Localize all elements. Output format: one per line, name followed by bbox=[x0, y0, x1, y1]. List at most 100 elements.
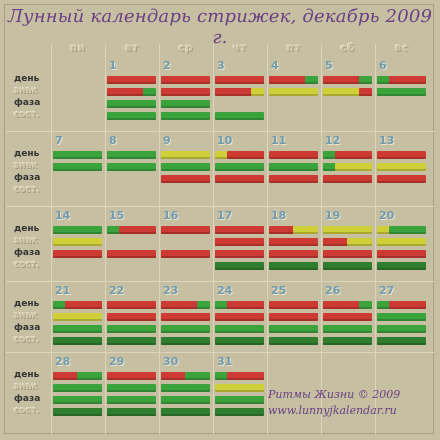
indicator-bar-state bbox=[161, 337, 210, 345]
indicator-bar-day bbox=[251, 151, 264, 159]
indicator-bar-sign bbox=[161, 163, 210, 171]
indicator-bar-sign bbox=[377, 238, 426, 246]
indicator-bar-sign bbox=[269, 88, 318, 96]
indicator-bar-sign bbox=[161, 384, 210, 392]
grid-vline bbox=[321, 44, 322, 434]
indicator-bar-sign bbox=[53, 238, 102, 246]
day-number-19[interactable]: 19 bbox=[325, 209, 341, 222]
indicator-bar-state bbox=[215, 408, 264, 416]
indicator-bar-sign bbox=[53, 163, 102, 171]
indicator-bar-sign bbox=[227, 88, 240, 96]
indicator-bar-sign bbox=[215, 313, 264, 321]
indicator-bar-day bbox=[131, 226, 144, 234]
row-label-day: день bbox=[14, 149, 40, 159]
day-number-28[interactable]: 28 bbox=[55, 355, 71, 368]
day-number-10[interactable]: 10 bbox=[217, 134, 233, 147]
indicator-bar-sign bbox=[215, 163, 264, 171]
day-number-31[interactable]: 31 bbox=[217, 355, 233, 368]
day-number-29[interactable]: 29 bbox=[109, 355, 125, 368]
indicator-bar-sign bbox=[107, 313, 156, 321]
day-number-14[interactable]: 14 bbox=[55, 209, 71, 222]
indicator-bar-day bbox=[65, 301, 78, 309]
indicator-bar-sign bbox=[119, 88, 132, 96]
day-number-16[interactable]: 16 bbox=[163, 209, 179, 222]
indicator-bar-day bbox=[107, 372, 156, 380]
indicator-bar-phase bbox=[377, 175, 426, 183]
indicator-bar-sign bbox=[377, 313, 426, 321]
indicator-bar-phase bbox=[269, 175, 318, 183]
row-label-state: сост. bbox=[14, 185, 40, 195]
day-number-3[interactable]: 3 bbox=[217, 59, 225, 72]
indicator-bar-day bbox=[143, 226, 156, 234]
indicator-bar-sign bbox=[269, 238, 318, 246]
day-number-2[interactable]: 2 bbox=[163, 59, 171, 72]
indicator-bar-day bbox=[359, 76, 372, 84]
day-number-23[interactable]: 23 bbox=[163, 284, 179, 297]
day-number-17[interactable]: 17 bbox=[217, 209, 233, 222]
indicator-bar-day bbox=[269, 76, 282, 84]
indicator-bar-day bbox=[335, 301, 348, 309]
day-number-13[interactable]: 13 bbox=[379, 134, 395, 147]
day-number-6[interactable]: 6 bbox=[379, 59, 387, 72]
day-number-20[interactable]: 20 bbox=[379, 209, 395, 222]
indicator-bar-day bbox=[215, 151, 228, 159]
day-number-18[interactable]: 18 bbox=[271, 209, 287, 222]
day-number-21[interactable]: 21 bbox=[55, 284, 71, 297]
indicator-bar-day bbox=[377, 76, 390, 84]
day-number-4[interactable]: 4 bbox=[271, 59, 279, 72]
indicator-bar-day bbox=[293, 76, 306, 84]
day-number-27[interactable]: 27 bbox=[379, 284, 395, 297]
indicator-bar-phase bbox=[323, 250, 372, 258]
indicator-bar-day bbox=[269, 301, 318, 309]
day-number-8[interactable]: 8 bbox=[109, 134, 117, 147]
indicator-bar-state bbox=[323, 262, 372, 270]
day-number-22[interactable]: 22 bbox=[109, 284, 125, 297]
day-number-30[interactable]: 30 bbox=[163, 355, 179, 368]
indicator-bar-sign bbox=[215, 88, 228, 96]
indicator-bar-day bbox=[359, 151, 372, 159]
indicator-bar-state bbox=[215, 337, 264, 345]
day-number-7[interactable]: 7 bbox=[55, 134, 63, 147]
indicator-bar-sign bbox=[131, 88, 144, 96]
indicator-bar-day bbox=[185, 372, 198, 380]
day-number-11[interactable]: 11 bbox=[271, 134, 287, 147]
indicator-bar-day bbox=[413, 301, 426, 309]
indicator-bar-phase bbox=[53, 396, 102, 404]
row-label-sign: знак bbox=[14, 311, 38, 321]
indicator-bar-state bbox=[269, 262, 318, 270]
day-number-12[interactable]: 12 bbox=[325, 134, 341, 147]
indicator-bar-day bbox=[53, 372, 66, 380]
indicator-bar-sign bbox=[323, 88, 336, 96]
indicator-bar-day bbox=[89, 301, 102, 309]
indicator-bar-day bbox=[389, 301, 402, 309]
indicator-bar-day bbox=[401, 226, 414, 234]
weekday-header-thu: чт bbox=[232, 43, 248, 54]
credit-website[interactable]: www.lunnyjkalendar.ru bbox=[268, 404, 397, 417]
day-number-9[interactable]: 9 bbox=[163, 134, 171, 147]
weekday-header-sun: вс bbox=[394, 43, 410, 54]
indicator-bar-day bbox=[215, 226, 264, 234]
day-number-5[interactable]: 5 bbox=[325, 59, 333, 72]
day-number-25[interactable]: 25 bbox=[271, 284, 287, 297]
indicator-bar-day bbox=[53, 151, 102, 159]
indicator-bar-state bbox=[215, 112, 264, 120]
indicator-bar-day bbox=[161, 372, 174, 380]
indicator-bar-day bbox=[77, 372, 90, 380]
day-number-15[interactable]: 15 bbox=[109, 209, 125, 222]
day-number-1[interactable]: 1 bbox=[109, 59, 117, 72]
calendar-title: Лунный календарь стрижек, декабрь 2009 г… bbox=[7, 6, 433, 48]
indicator-bar-sign bbox=[107, 88, 120, 96]
indicator-bar-sign bbox=[107, 163, 156, 171]
day-number-26[interactable]: 26 bbox=[325, 284, 341, 297]
indicator-bar-day bbox=[389, 226, 402, 234]
indicator-bar-phase bbox=[107, 325, 156, 333]
day-number-24[interactable]: 24 bbox=[217, 284, 233, 297]
grid-vline bbox=[267, 44, 268, 434]
indicator-bar-day bbox=[281, 226, 294, 234]
indicator-bar-day bbox=[401, 76, 414, 84]
indicator-bar-day bbox=[239, 151, 252, 159]
indicator-bar-day bbox=[305, 226, 318, 234]
indicator-bar-sign bbox=[161, 313, 210, 321]
indicator-bar-day bbox=[227, 372, 240, 380]
indicator-bar-day bbox=[347, 301, 360, 309]
